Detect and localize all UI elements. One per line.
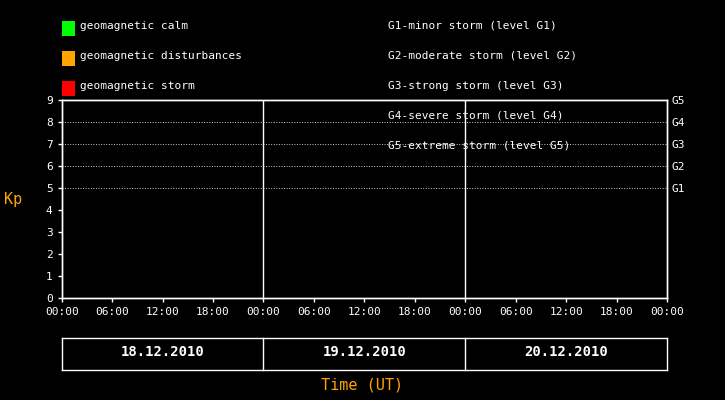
Text: 20.12.2010: 20.12.2010 [524, 345, 608, 359]
Text: geomagnetic disturbances: geomagnetic disturbances [80, 51, 241, 61]
Text: 18.12.2010: 18.12.2010 [120, 345, 204, 359]
Text: G4-severe storm (level G4): G4-severe storm (level G4) [388, 111, 563, 121]
Text: Kp: Kp [4, 192, 22, 206]
Text: G5-extreme storm (level G5): G5-extreme storm (level G5) [388, 141, 570, 151]
Text: G2-moderate storm (level G2): G2-moderate storm (level G2) [388, 51, 577, 61]
Text: Time (UT): Time (UT) [321, 377, 404, 392]
Text: geomagnetic calm: geomagnetic calm [80, 21, 188, 31]
Text: G3-strong storm (level G3): G3-strong storm (level G3) [388, 81, 563, 91]
Text: G1-minor storm (level G1): G1-minor storm (level G1) [388, 21, 557, 31]
Text: geomagnetic storm: geomagnetic storm [80, 81, 194, 91]
Text: 19.12.2010: 19.12.2010 [323, 345, 406, 359]
